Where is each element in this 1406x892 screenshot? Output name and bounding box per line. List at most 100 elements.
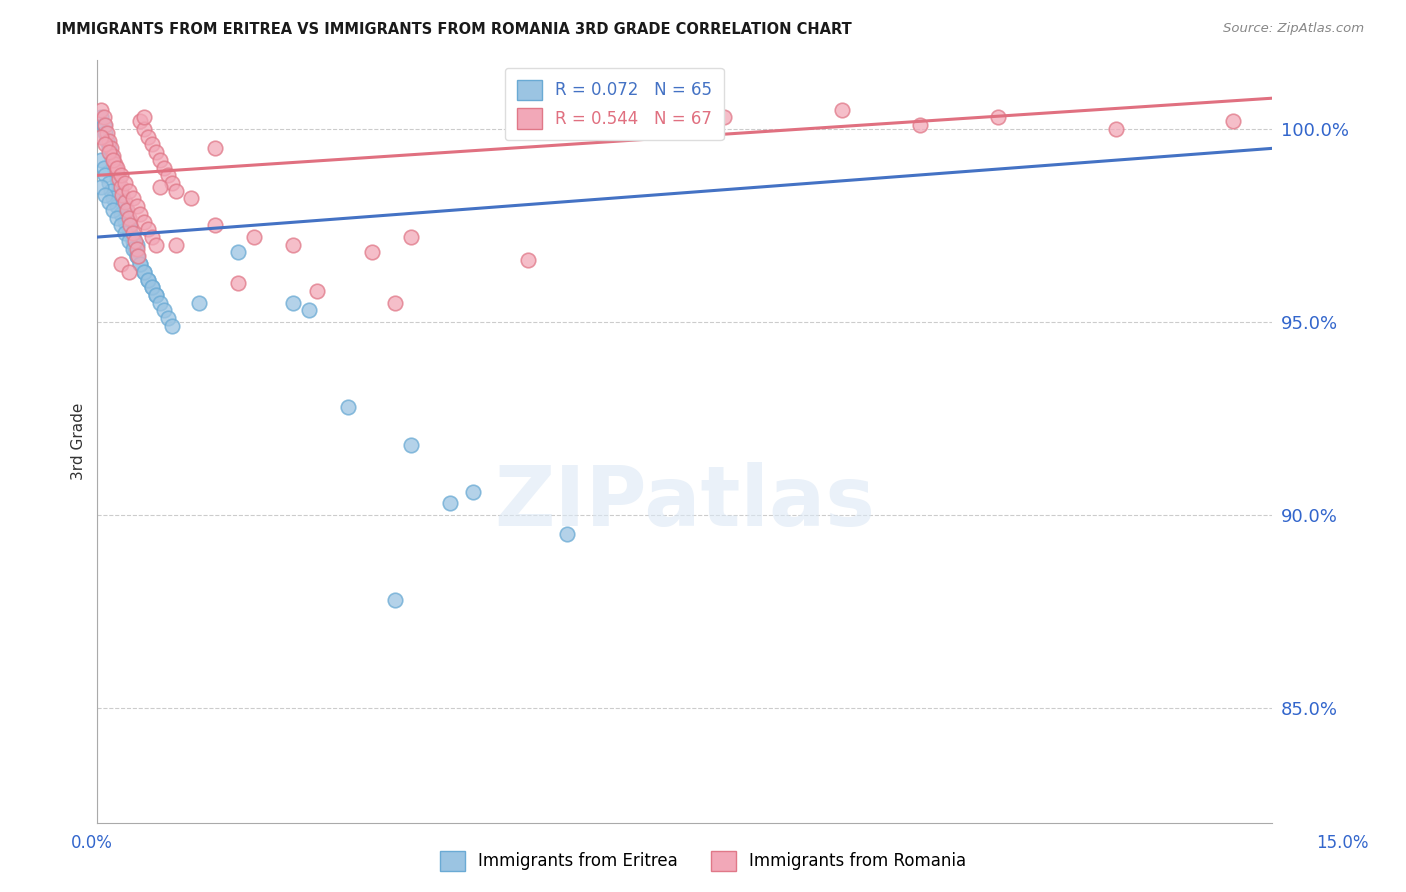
Point (243, 230, 266, 244)
Point (517, 253, 540, 268)
Point (110, 257, 132, 271)
Point (94, 118, 117, 132)
Point (101, 153, 124, 167)
Point (93, 111, 115, 125)
Point (127, 249, 149, 263)
Point (165, 184, 187, 198)
Point (125, 242, 148, 256)
Point (105, 172, 128, 186)
Point (439, 496, 461, 510)
Point (93, 118, 115, 132)
Point (100, 184, 122, 198)
Point (121, 192, 143, 206)
Point (145, 288, 167, 302)
Point (463, 484, 485, 499)
Point (908, 118, 931, 132)
Point (384, 295, 406, 310)
Point (136, 272, 159, 286)
Point (94, 187, 117, 202)
Point (105, 211, 128, 225)
Point (124, 234, 146, 248)
Point (713, 111, 735, 125)
Point (1105, 122, 1128, 136)
Point (149, 180, 172, 194)
Legend: Immigrants from Eritrea, Immigrants from Romania: Immigrants from Eritrea, Immigrants from… (432, 842, 974, 880)
Text: Source: ZipAtlas.com: Source: ZipAtlas.com (1223, 22, 1364, 36)
Point (399, 438, 422, 452)
Point (129, 207, 152, 221)
Point (105, 199, 128, 213)
Point (118, 211, 141, 225)
Point (110, 207, 132, 221)
Point (111, 195, 134, 210)
Point (204, 141, 226, 155)
Point (180, 192, 202, 206)
Point (134, 265, 156, 279)
Point (283, 237, 305, 252)
Point (129, 114, 152, 128)
Point (121, 242, 143, 256)
Legend: R = 0.072   N = 65, R = 0.544   N = 67: R = 0.072 N = 65, R = 0.544 N = 67 (505, 68, 724, 140)
Point (121, 234, 143, 248)
Point (90, 180, 112, 194)
Point (204, 219, 226, 233)
Point (94, 137, 117, 152)
Point (90, 111, 112, 125)
Point (141, 280, 163, 294)
Point (101, 202, 124, 217)
Point (125, 237, 148, 252)
Point (384, 592, 406, 607)
Point (136, 129, 159, 144)
Point (118, 184, 141, 198)
Text: 0.0%: 0.0% (70, 834, 112, 852)
Point (987, 111, 1010, 125)
Point (337, 400, 360, 414)
Point (114, 226, 136, 240)
Point (101, 192, 124, 206)
Point (228, 245, 250, 260)
Point (96, 134, 118, 148)
Point (103, 157, 125, 171)
Point (100, 141, 122, 155)
Point (90, 129, 112, 144)
Point (118, 234, 141, 248)
Point (114, 202, 136, 217)
Point (129, 257, 152, 271)
Point (118, 219, 141, 233)
Y-axis label: 3rd Grade: 3rd Grade (72, 403, 86, 480)
Point (149, 295, 172, 310)
Point (145, 288, 167, 302)
Point (115, 202, 138, 217)
Point (100, 149, 122, 163)
Point (141, 137, 163, 152)
Point (108, 172, 131, 186)
Point (94, 169, 117, 183)
Point (90, 153, 112, 167)
Point (111, 187, 134, 202)
Point (298, 303, 321, 318)
Point (129, 257, 152, 271)
Point (165, 237, 187, 252)
Point (110, 180, 132, 194)
Point (110, 169, 132, 183)
Text: IMMIGRANTS FROM ERITREA VS IMMIGRANTS FROM ROMANIA 3RD GRADE CORRELATION CHART: IMMIGRANTS FROM ERITREA VS IMMIGRANTS FR… (56, 22, 852, 37)
Point (105, 161, 128, 175)
Point (120, 226, 142, 240)
Point (98, 195, 121, 210)
Point (1222, 114, 1244, 128)
Point (98, 145, 121, 160)
Point (114, 195, 136, 210)
Point (93, 161, 115, 175)
Point (153, 161, 176, 175)
Point (136, 272, 159, 286)
Point (145, 145, 167, 160)
Point (160, 176, 183, 190)
Point (90, 103, 112, 117)
Point (141, 230, 163, 244)
Point (188, 295, 211, 310)
Point (108, 180, 131, 194)
Point (360, 245, 382, 260)
Point (103, 164, 125, 178)
Point (124, 242, 146, 256)
Point (156, 311, 179, 326)
